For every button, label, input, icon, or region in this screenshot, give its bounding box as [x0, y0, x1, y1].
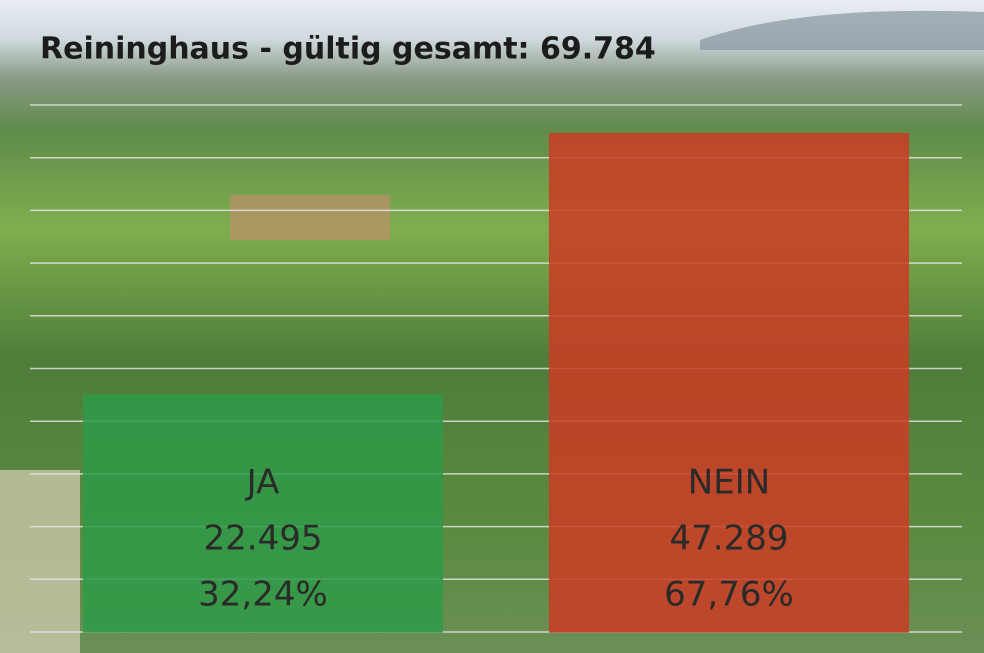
category-label: NEIN: [688, 463, 770, 503]
share-label: 32,24%: [198, 575, 328, 615]
background-building: [0, 470, 80, 653]
value-label: 22.495: [204, 519, 323, 559]
bar: [549, 133, 909, 633]
background-court: [230, 195, 390, 240]
share-label: 67,76%: [664, 575, 794, 615]
category-label: JA: [245, 463, 280, 503]
chart-title: Reininghaus - gültig gesamt: 69.784: [40, 32, 656, 67]
value-label: 47.289: [670, 519, 789, 559]
bars: JA 22.495 32,24% NEIN 47.289 67,76%: [83, 133, 909, 633]
background-hills: [700, 10, 984, 50]
bar: [83, 394, 443, 633]
